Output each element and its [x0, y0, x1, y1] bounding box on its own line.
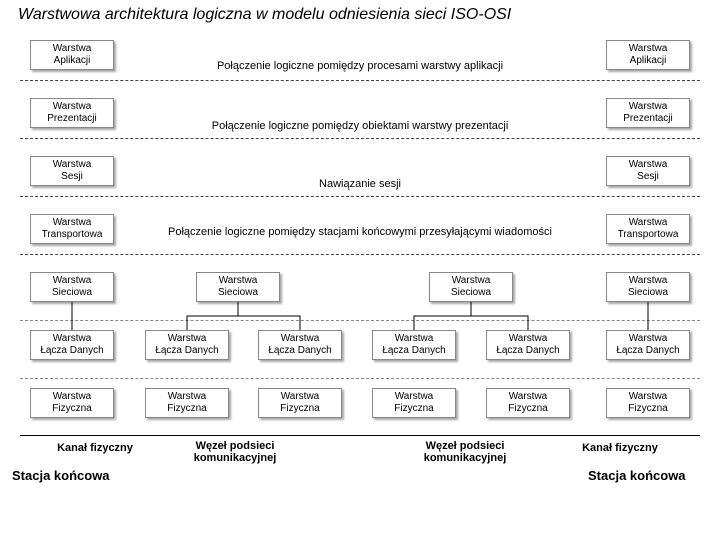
lbl-stationL: Stacja końcowa [12, 468, 110, 483]
box-net-0: Warstwa Sieciowa [30, 272, 114, 302]
box-trans-L: Warstwa Transportowa [30, 214, 114, 244]
lbl-nodeR: Węzeł podsieci komunikacyjnej [400, 440, 530, 464]
box-trans-R: Warstwa Transportowa [606, 214, 690, 244]
box-pres-L: Warstwa Prezentacji [30, 98, 114, 128]
lbl-chanL: Kanał fizyczny [40, 442, 150, 454]
box-app-R: Warstwa Aplikacji [606, 40, 690, 70]
box-dlink-3: Warstwa Łącza Danych [372, 330, 456, 360]
box-net-2: Warstwa Sieciowa [429, 272, 513, 302]
box-pres-R: Warstwa Prezentacji [606, 98, 690, 128]
lbl-chanR: Kanał fizyczny [560, 442, 680, 454]
box-phys-1: Warstwa Fizyczna [145, 388, 229, 418]
box-sess-L: Warstwa Sesji [30, 156, 114, 186]
box-phys-2: Warstwa Fizyczna [258, 388, 342, 418]
box-dlink-5: Warstwa Łącza Danych [606, 330, 690, 360]
box-sess-R: Warstwa Sesji [606, 156, 690, 186]
box-net-1: Warstwa Sieciowa [196, 272, 280, 302]
box-phys-4: Warstwa Fizyczna [486, 388, 570, 418]
box-net-3: Warstwa Sieciowa [606, 272, 690, 302]
box-phys-3: Warstwa Fizyczna [372, 388, 456, 418]
diagram-canvas: Połączenie logiczne pomiędzy procesami w… [0, 30, 720, 528]
box-app-L: Warstwa Aplikacji [30, 40, 114, 70]
diagram-title: Warstwowa architektura logiczna w modelu… [0, 0, 720, 30]
box-dlink-1: Warstwa Łącza Danych [145, 330, 229, 360]
box-dlink-2: Warstwa Łącza Danych [258, 330, 342, 360]
lbl-stationR: Stacja końcowa [588, 468, 686, 483]
box-phys-5: Warstwa Fizyczna [606, 388, 690, 418]
box-dlink-4: Warstwa Łącza Danych [486, 330, 570, 360]
lbl-nodeL: Węzeł podsieci komunikacyjnej [170, 440, 300, 464]
box-phys-0: Warstwa Fizyczna [30, 388, 114, 418]
box-dlink-0: Warstwa Łącza Danych [30, 330, 114, 360]
